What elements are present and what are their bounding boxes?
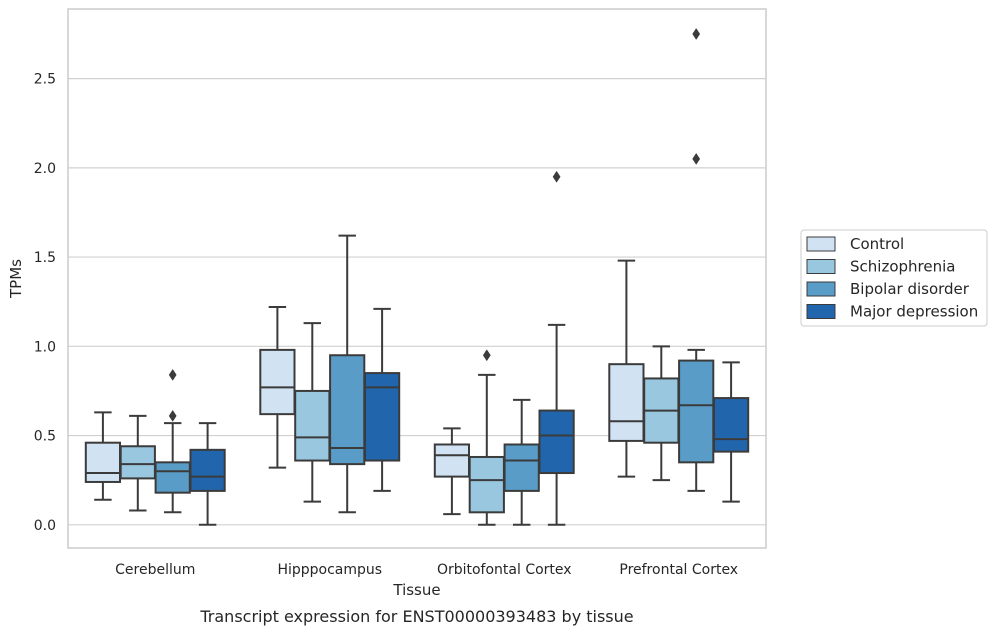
y-tick-label: 1.5	[34, 250, 56, 266]
box-iqr	[468, 455, 505, 514]
box-0-1	[119, 414, 156, 512]
box-iqr	[363, 372, 401, 462]
box-iqr	[84, 441, 122, 483]
y-tick-label: 2.0	[34, 161, 56, 177]
box-iqr	[538, 409, 575, 475]
box-0-0	[84, 411, 122, 501]
y-tick-label: 0.0	[34, 518, 56, 534]
box-3-1	[643, 345, 680, 482]
box-2-1	[468, 349, 505, 526]
legend-swatch	[806, 281, 836, 297]
boxes-layer	[84, 28, 750, 526]
box-1-3	[363, 307, 401, 492]
x-tick-label: Orbitofontal Cortex	[437, 562, 572, 578]
box-iqr	[189, 448, 226, 492]
legend-label: Schizophrenia	[850, 258, 955, 276]
x-axis-label: Tissue	[392, 581, 440, 599]
box-2-0	[433, 427, 471, 516]
x-tick-labels: Cerebellum Hipppocampus Orbitofontal Corte…	[115, 562, 738, 578]
legend-swatch	[806, 236, 836, 252]
outlier-point	[482, 349, 491, 362]
legend-swatch	[806, 259, 836, 274]
box-iqr	[119, 445, 156, 480]
y-tick-labels: 0.0 0.5 1.0 1.5 2.0 2.5	[34, 72, 56, 534]
grid-lines	[68, 78, 766, 526]
box-0-2	[154, 368, 191, 514]
box-iqr	[433, 443, 471, 478]
outlier-point	[552, 170, 561, 183]
y-tick-label: 2.5	[34, 72, 56, 88]
plot-frame	[67, 8, 767, 549]
legend-label: Major depression	[850, 303, 978, 321]
box-1-1	[294, 322, 331, 503]
legend-swatch	[806, 304, 836, 319]
y-tick-label: 0.5	[34, 429, 56, 445]
legend-label: Control	[850, 235, 904, 253]
box-2-2	[503, 398, 540, 526]
box-2-3	[538, 170, 575, 526]
outlier-point	[692, 152, 701, 165]
box-iqr	[712, 397, 750, 453]
box-3-2	[678, 28, 715, 492]
legend-label: Bipolar disorder	[850, 280, 970, 298]
box-3-0	[608, 259, 645, 478]
legend-frame	[800, 229, 988, 327]
box-iqr	[678, 359, 715, 464]
box-3-3	[712, 361, 750, 503]
y-tick-label: 1.0	[34, 339, 56, 355]
outlier-point	[168, 368, 177, 381]
box-iqr	[608, 363, 645, 442]
legend: Control Schizophrenia Bipolar disorder Majo…	[800, 229, 988, 327]
outlier-point	[168, 409, 177, 422]
box-iqr	[294, 389, 331, 462]
box-0-3	[189, 422, 226, 526]
box-iqr	[154, 461, 191, 494]
box-iqr	[503, 443, 540, 492]
box-1-0	[259, 306, 296, 469]
chart-caption: Transcript expression for ENST0000039348…	[199, 607, 633, 626]
x-tick-label: Hipppocampus	[277, 562, 382, 578]
x-tick-label: Prefrontal Cortex	[619, 562, 738, 578]
y-axis-label: TPMs	[7, 259, 25, 299]
outlier-point	[692, 28, 701, 40]
box-1-2	[329, 234, 366, 514]
box-iqr	[259, 348, 296, 416]
x-tick-label: Cerebellum	[115, 562, 195, 578]
